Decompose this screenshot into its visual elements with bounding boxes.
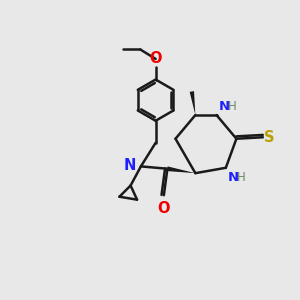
Polygon shape — [167, 167, 195, 173]
Text: H: H — [227, 100, 236, 113]
Text: H: H — [236, 171, 245, 184]
Text: N: N — [219, 100, 230, 113]
Text: O: O — [149, 51, 162, 66]
Text: N: N — [124, 158, 136, 173]
Polygon shape — [190, 91, 195, 115]
Text: O: O — [157, 200, 169, 215]
Text: S: S — [264, 130, 275, 145]
Text: N: N — [228, 171, 239, 184]
